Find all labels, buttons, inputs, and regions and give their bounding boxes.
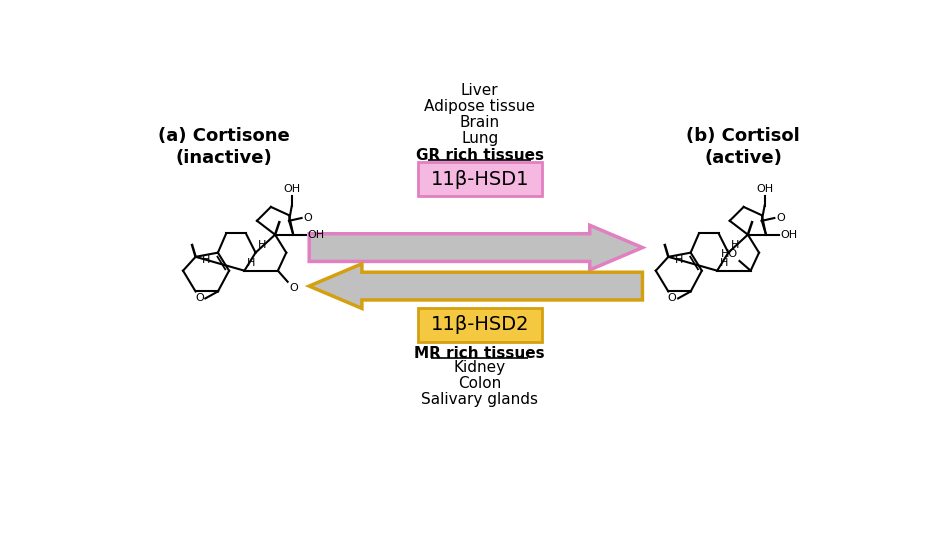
Text: OH: OH [284,184,300,194]
Text: H: H [675,255,683,265]
Text: (b) Cortisol
(active): (b) Cortisol (active) [686,126,800,167]
Polygon shape [309,264,642,308]
Text: MR rich tissues: MR rich tissues [415,346,545,361]
Text: 11β-HSD1: 11β-HSD1 [431,169,529,189]
FancyBboxPatch shape [417,308,542,341]
Text: Salivary glands: Salivary glands [421,392,538,407]
Text: H: H [258,240,266,250]
Text: OH: OH [756,184,773,194]
Text: O: O [195,293,204,303]
Text: HO: HO [721,249,738,259]
Text: (a) Cortisone
(inactive): (a) Cortisone (inactive) [158,126,290,167]
Text: H: H [731,240,739,250]
FancyBboxPatch shape [417,162,542,196]
Text: O: O [289,284,298,293]
Text: GR rich tissues: GR rich tissues [416,148,544,163]
Text: Lung: Lung [461,131,498,146]
Polygon shape [309,225,642,270]
Text: O: O [667,293,677,303]
Text: Kidney: Kidney [454,360,505,375]
Text: Adipose tissue: Adipose tissue [424,99,535,114]
Text: 11β-HSD2: 11β-HSD2 [431,315,529,334]
Text: Liver: Liver [461,83,499,98]
Text: Brain: Brain [460,115,500,130]
Text: OH: OH [307,229,325,240]
Text: OH: OH [780,229,797,240]
Text: H: H [720,258,728,269]
Text: O: O [303,213,312,223]
Text: Colon: Colon [458,376,502,391]
Text: H: H [247,258,256,269]
Text: O: O [776,213,784,223]
Text: H: H [202,255,211,265]
